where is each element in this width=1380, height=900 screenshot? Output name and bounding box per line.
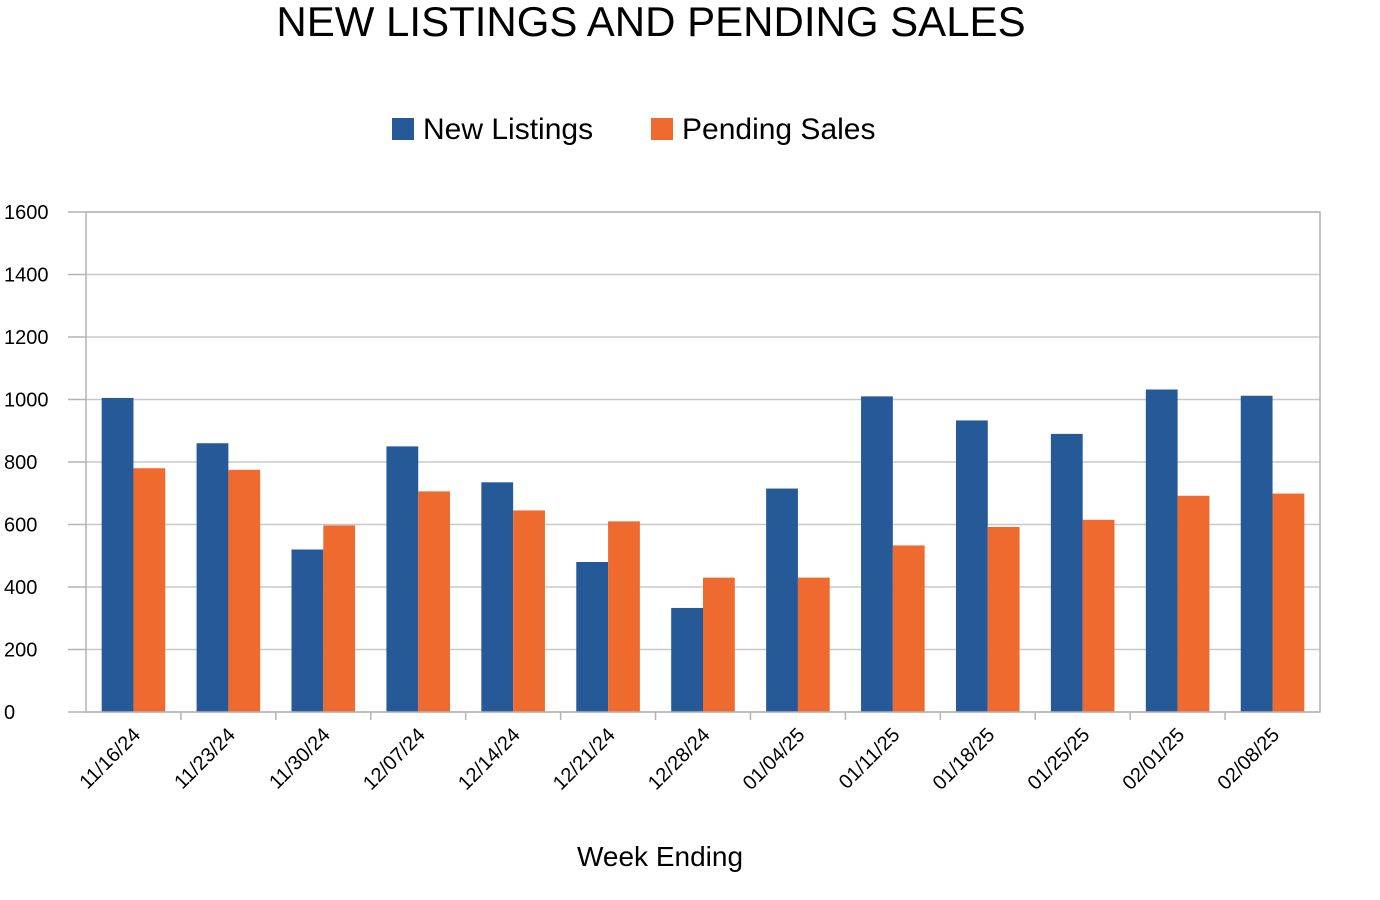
x-tick-label: 12/14/24 xyxy=(454,724,525,795)
bars xyxy=(101,389,1305,713)
chart-title: NEW LISTINGS AND PENDING SALES xyxy=(276,0,1025,45)
x-tick-label: 11/23/24 xyxy=(170,724,240,794)
bar-pending-sales xyxy=(797,577,830,713)
bar-new-listings xyxy=(1240,395,1273,712)
x-tick-label: 02/08/25 xyxy=(1213,724,1284,795)
bar-pending-sales xyxy=(1272,493,1305,712)
bar-pending-sales xyxy=(1177,495,1210,712)
bar-pending-sales xyxy=(608,521,640,713)
bar-pending-sales xyxy=(892,545,925,712)
bar-pending-sales xyxy=(513,510,545,712)
bar-pending-sales xyxy=(323,525,356,712)
bar-new-listings xyxy=(1050,433,1083,713)
bar-new-listings xyxy=(1145,389,1178,712)
y-tick-label: 200 xyxy=(4,640,37,662)
y-tick-label: 1400 xyxy=(4,265,49,287)
bar-new-listings xyxy=(955,420,988,712)
x-tick-label: 01/04/25 xyxy=(739,724,810,795)
legend-swatch-pending-sales xyxy=(651,118,673,140)
legend: New Listings Pending Sales xyxy=(392,113,875,146)
y-tick-label: 800 xyxy=(4,452,37,474)
y-tick-label: 0 xyxy=(4,702,15,724)
x-tick-label: 11/16/24 xyxy=(75,724,145,794)
bar-pending-sales xyxy=(703,577,735,713)
x-tick-label: 12/07/24 xyxy=(359,724,430,795)
x-tick-label: 02/01/25 xyxy=(1119,724,1190,795)
bar-pending-sales xyxy=(1082,519,1115,712)
bar-pending-sales xyxy=(228,469,261,712)
bar-new-listings xyxy=(481,482,514,712)
legend-label-pending-sales: Pending Sales xyxy=(682,113,875,146)
bar-pending-sales xyxy=(987,527,1020,712)
plot-frame xyxy=(85,211,1321,713)
y-tick-label: 1000 xyxy=(4,390,49,412)
x-tick-label: 01/25/25 xyxy=(1024,724,1095,795)
x-axis-ticks: 11/16/24 11/23/24 11/30/24 12/07/24 12/14/24… xyxy=(75,712,1284,795)
bar-new-listings xyxy=(101,397,134,712)
bar-pending-sales xyxy=(418,491,451,713)
y-tick-label: 1200 xyxy=(4,327,49,349)
bar-new-listings xyxy=(576,562,609,712)
legend-label-new-listings: New Listings xyxy=(423,113,593,146)
bar-pending-sales xyxy=(133,468,166,712)
y-axis-ticks: 0 200 400 600 800 1000 1200 1400 1600 xyxy=(4,202,49,724)
bar-new-listings xyxy=(766,488,798,712)
bar-new-listings xyxy=(671,607,703,712)
x-tick-label: 12/28/24 xyxy=(644,724,715,795)
bar-new-listings xyxy=(196,443,229,712)
legend-swatch-new-listings xyxy=(392,118,414,140)
x-tick-label: 01/18/25 xyxy=(929,724,1000,795)
bar-new-listings xyxy=(861,396,893,713)
x-axis-title: Week Ending xyxy=(577,841,743,872)
bar-new-listings xyxy=(291,549,324,712)
x-tick-label: 01/11/25 xyxy=(835,724,905,794)
y-tick-label: 600 xyxy=(4,515,37,537)
y-tick-label: 1600 xyxy=(4,202,49,224)
x-tick-label: 11/30/24 xyxy=(265,724,335,794)
x-tick-label: 12/21/24 xyxy=(549,724,620,795)
bar-new-listings xyxy=(386,446,419,713)
y-tick-label: 400 xyxy=(4,577,37,599)
